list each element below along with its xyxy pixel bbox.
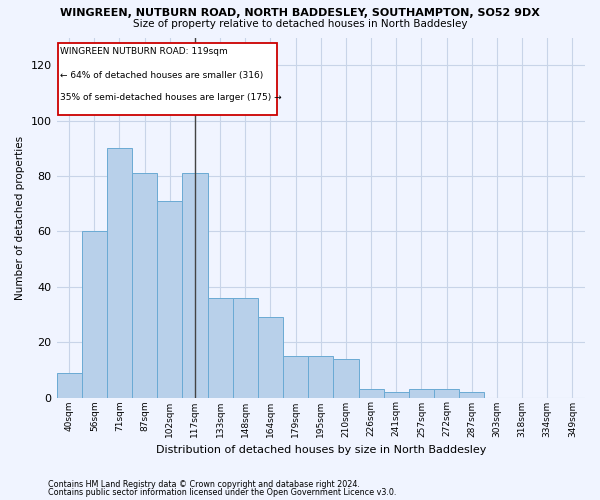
Text: 35% of semi-detached houses are larger (175) →: 35% of semi-detached houses are larger (… xyxy=(61,93,282,102)
Bar xyxy=(359,389,383,398)
X-axis label: Distribution of detached houses by size in North Baddesley: Distribution of detached houses by size … xyxy=(155,445,486,455)
Bar xyxy=(182,173,208,398)
Bar xyxy=(107,148,132,398)
Y-axis label: Number of detached properties: Number of detached properties xyxy=(15,136,25,300)
Bar xyxy=(233,298,258,398)
Bar xyxy=(334,358,359,398)
Text: WINGREEN NUTBURN ROAD: 119sqm: WINGREEN NUTBURN ROAD: 119sqm xyxy=(61,47,228,56)
Text: WINGREEN, NUTBURN ROAD, NORTH BADDESLEY, SOUTHAMPTON, SO52 9DX: WINGREEN, NUTBURN ROAD, NORTH BADDESLEY,… xyxy=(60,8,540,18)
Bar xyxy=(383,392,409,398)
Bar xyxy=(409,389,434,398)
Bar xyxy=(208,298,233,398)
Text: Contains public sector information licensed under the Open Government Licence v3: Contains public sector information licen… xyxy=(48,488,397,497)
Text: Size of property relative to detached houses in North Baddesley: Size of property relative to detached ho… xyxy=(133,19,467,29)
Bar xyxy=(308,356,334,398)
Bar xyxy=(283,356,308,398)
Bar xyxy=(258,317,283,398)
Bar xyxy=(56,372,82,398)
Bar xyxy=(82,232,107,398)
Text: Contains HM Land Registry data © Crown copyright and database right 2024.: Contains HM Land Registry data © Crown c… xyxy=(48,480,360,489)
Bar xyxy=(459,392,484,398)
Text: ← 64% of detached houses are smaller (316): ← 64% of detached houses are smaller (31… xyxy=(61,70,263,80)
Bar xyxy=(434,389,459,398)
FancyBboxPatch shape xyxy=(58,43,277,115)
Bar xyxy=(157,201,182,398)
Bar xyxy=(132,173,157,398)
